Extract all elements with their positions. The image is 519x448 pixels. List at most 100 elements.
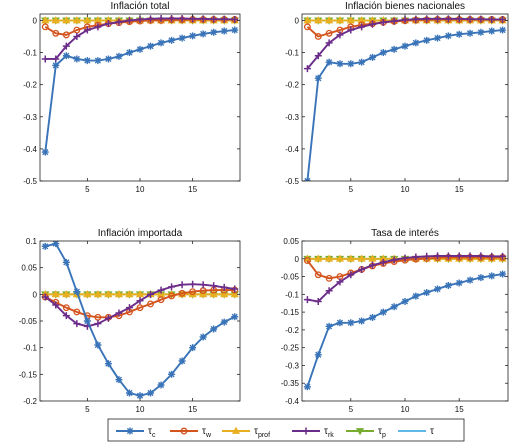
panel-title: Inflación total [111, 1, 170, 12]
legend-entry-t: τ [398, 426, 434, 437]
data-point-tc [412, 39, 420, 47]
data-point-trk [199, 15, 207, 23]
data-point-trk [390, 17, 398, 25]
data-point-trk [423, 252, 431, 260]
data-point-tw [147, 300, 154, 308]
y-tick-label: -0.25 [281, 344, 300, 353]
data-point-tc [125, 389, 133, 397]
y-tick-label: -0.2 [23, 81, 37, 90]
data-point-tw [189, 288, 197, 296]
data-point-trk [444, 15, 452, 23]
panel-title: Tasa de interés [371, 228, 439, 239]
data-point-trk [62, 312, 70, 320]
data-point-tc [412, 292, 420, 300]
data-point-trk [412, 15, 420, 23]
data-point-tc [115, 376, 123, 384]
data-point-tc [314, 74, 322, 82]
data-point-tc [336, 319, 344, 327]
data-point-trk [368, 261, 376, 269]
legend-marker-tprof [231, 426, 241, 434]
data-point-tc [477, 274, 485, 282]
legend-entry-tc: τc [116, 426, 156, 439]
data-point-trk [325, 287, 333, 295]
plot-area [41, 14, 239, 156]
data-point-trk [210, 15, 218, 23]
data-point-tc [52, 61, 60, 69]
data-point-tc [104, 55, 112, 63]
y-tick-label: -0.05 [19, 317, 38, 326]
data-point-tw [41, 23, 49, 31]
data-point-tc [199, 333, 207, 341]
data-point-tc [94, 341, 102, 349]
y-tick-label: -0.15 [19, 370, 38, 379]
data-point-trk [358, 265, 366, 273]
panel-title: Inflación importada [98, 228, 183, 239]
data-point-tprof [114, 290, 124, 298]
data-point-tprof [357, 254, 366, 262]
data-point-trk [157, 14, 165, 22]
data-point-trk [168, 283, 176, 291]
legend-label: τ [430, 426, 434, 437]
data-point-tc [423, 289, 431, 297]
data-point-tc [115, 52, 123, 60]
data-point-tc [325, 322, 333, 330]
axes-box [39, 240, 241, 402]
legend-marker-trk [302, 427, 310, 435]
data-point-trk [94, 320, 102, 328]
data-point-tc [178, 34, 186, 42]
data-point-trk [52, 55, 60, 63]
panel-title: Inflación bienes nacionales [345, 1, 465, 12]
data-point-trk [477, 252, 485, 260]
data-point-trk [52, 301, 60, 309]
data-point-tc [423, 36, 431, 44]
data-point-tc [390, 45, 398, 53]
data-point-tprof [83, 290, 92, 298]
panel-4: Tasa de interés 5 10 15 0.05 0 -0.05 -0.1 -0.15 -… [281, 228, 509, 414]
data-point-tprof [368, 254, 377, 262]
data-point-tw [52, 29, 60, 37]
data-point-tc [147, 389, 155, 397]
data-point-tw [94, 313, 102, 321]
data-point-tprof [135, 290, 145, 298]
y-tick-label: -0.1 [285, 290, 299, 299]
data-point-trk [115, 18, 123, 26]
data-point-tc [434, 285, 442, 293]
y-tick-label: -0.35 [281, 379, 300, 388]
data-point-trk [499, 252, 507, 260]
x-tick-label: 15 [188, 405, 197, 414]
data-point-tprof [230, 290, 239, 298]
data-point-trk [444, 252, 452, 260]
x-tick-label: 5 [349, 185, 354, 194]
data-point-tc [466, 276, 474, 284]
data-point-trk [125, 304, 133, 312]
data-point-trk [314, 297, 322, 305]
data-point-tc [157, 381, 165, 389]
x-tick-label: 15 [188, 185, 197, 194]
series-line-tw [44, 289, 235, 319]
y-tick-label: -0.2 [285, 326, 299, 335]
data-point-tprof [62, 290, 71, 298]
panel-3: Inflación importada 5 10 15 0.1 0.05 0 -0.05 -0.… [19, 228, 241, 414]
data-point-tprof [303, 16, 312, 24]
panel-1: Inflación total 5 10 15 0 -0.1 -0.2 -0.3 -0.4 -0.… [23, 1, 241, 194]
data-point-tw [314, 271, 322, 279]
data-point-tc [210, 325, 218, 333]
data-point-tc [83, 317, 91, 325]
data-point-tc [94, 57, 102, 65]
data-point-trk [94, 23, 102, 31]
data-point-trk [210, 282, 218, 290]
data-point-tprof [125, 290, 134, 298]
data-point-tc [379, 308, 387, 316]
legend-label: τrk [324, 426, 334, 439]
data-point-trk [347, 26, 355, 34]
data-point-tprof [220, 290, 229, 298]
data-point-tc [168, 36, 176, 44]
legend-label: τp [378, 426, 386, 439]
data-point-trk [125, 16, 133, 24]
data-point-tc [231, 26, 239, 34]
plot-area [41, 241, 239, 400]
data-point-tc [390, 303, 398, 311]
data-point-trk [41, 293, 49, 301]
data-point-tprof [335, 254, 345, 262]
